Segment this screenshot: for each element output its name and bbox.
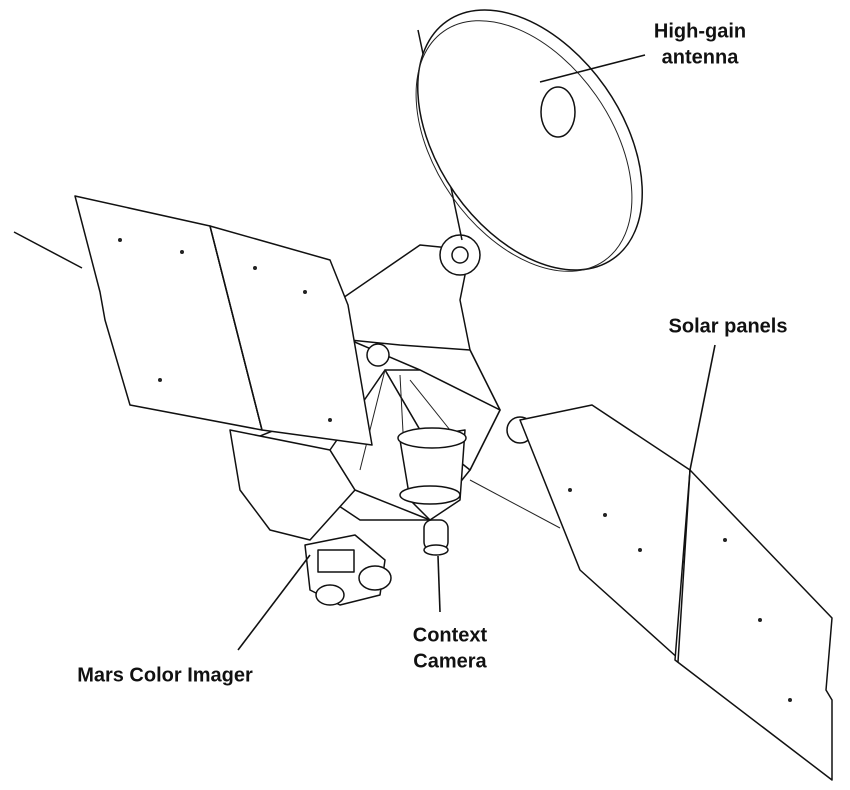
mci-lens [316, 585, 344, 605]
leader-line [438, 556, 440, 612]
gimbal-hub [452, 247, 468, 263]
solar-panel [675, 470, 832, 780]
context-camera-lens-end [424, 545, 448, 555]
context-camera-rim [398, 428, 466, 448]
gimbal [367, 344, 389, 366]
leader-line [238, 555, 310, 650]
leader-line [690, 345, 715, 470]
boom [14, 232, 82, 268]
antenna-center [541, 87, 575, 137]
label: Context [413, 624, 488, 646]
solar-panel [520, 405, 690, 660]
label: Solar panels [669, 315, 788, 337]
label: Camera [413, 650, 487, 672]
mci-lens [359, 566, 391, 590]
diagram: High-gain antenna Solar panels Mars Colo… [0, 0, 850, 790]
mci-radiator [318, 550, 354, 572]
label: antenna [662, 46, 740, 68]
label: High-gain [654, 20, 746, 42]
label: Mars Color Imager [77, 664, 253, 686]
context-camera-ring [400, 486, 460, 504]
